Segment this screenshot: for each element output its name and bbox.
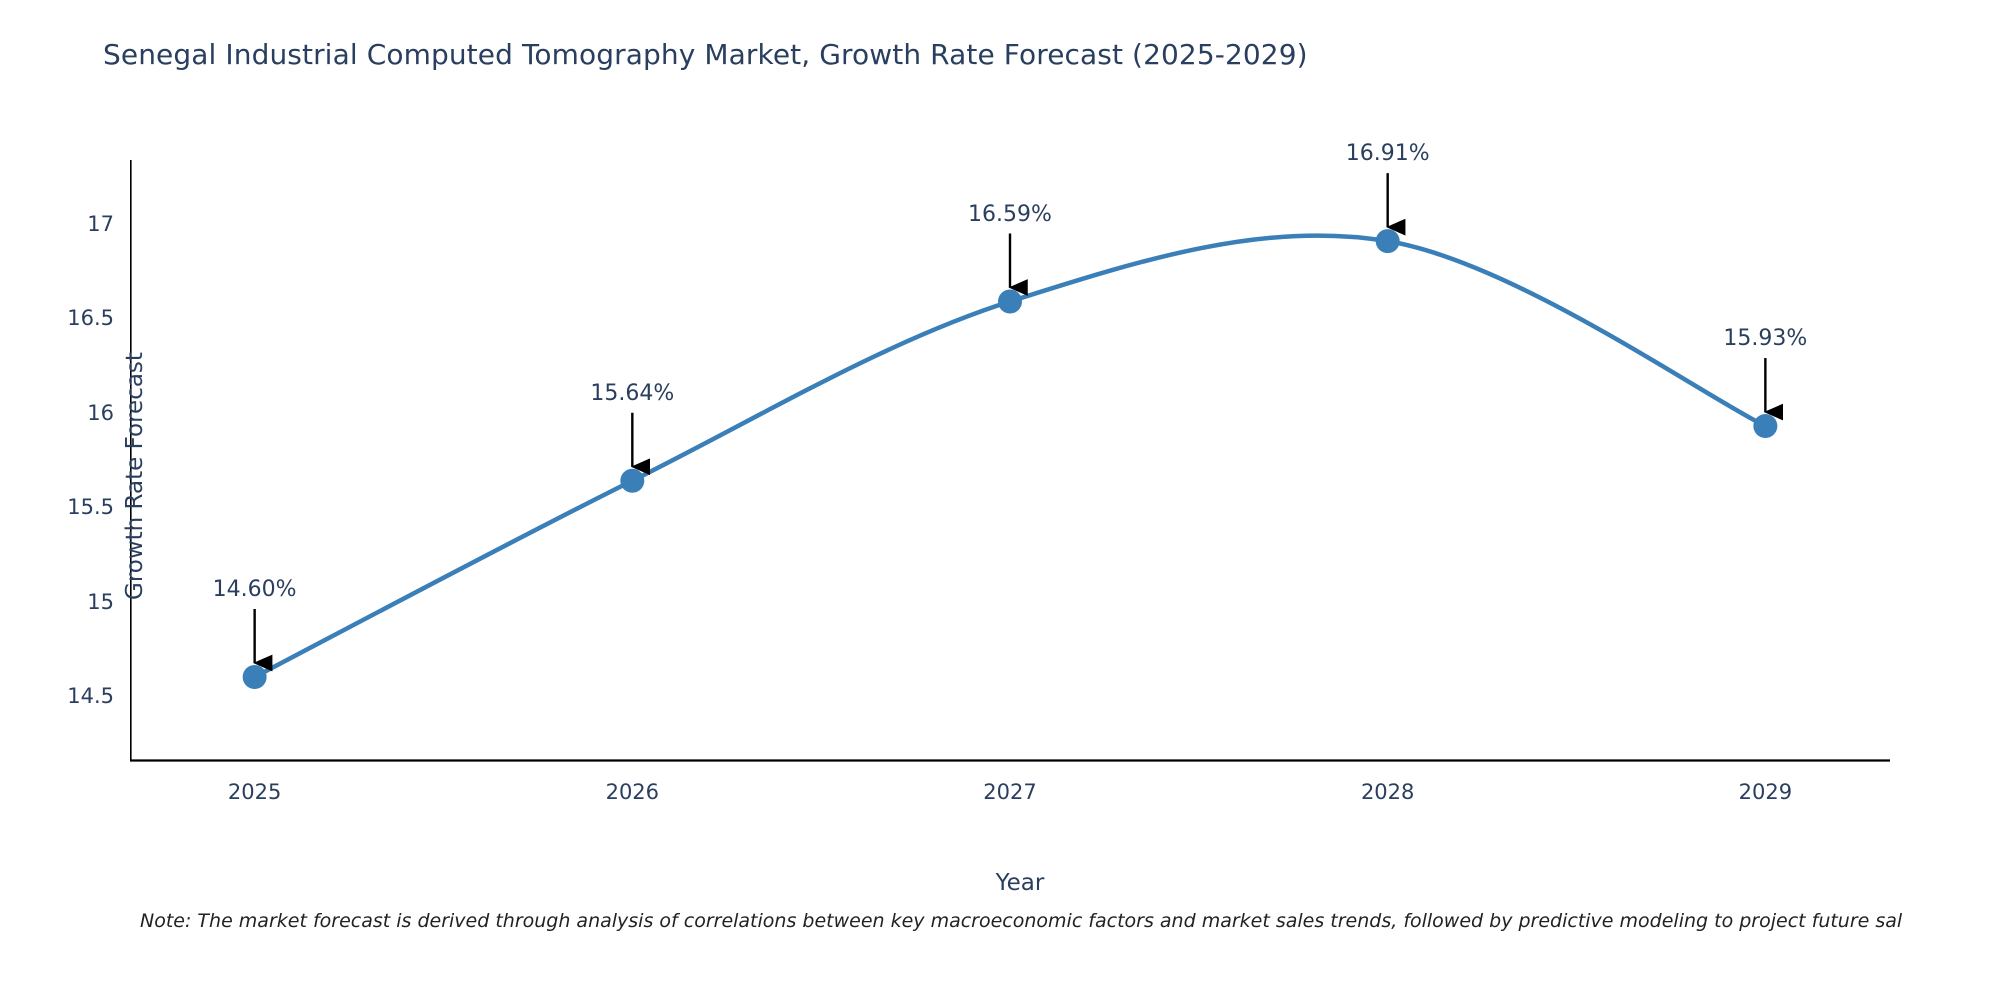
plot-area: 14.5 15 15.5 16 16.5 17 2025 2026 2027 2028 2029 … bbox=[67, 141, 1910, 804]
data-point-marker[interactable] bbox=[242, 664, 267, 689]
x-tick-label: 2029 bbox=[1738, 780, 1793, 804]
y-tick-label: 17 bbox=[87, 212, 114, 237]
x-tick-label: 2026 bbox=[605, 780, 660, 804]
data-point-marker[interactable] bbox=[998, 289, 1022, 314]
x-tick-label: 2025 bbox=[227, 780, 282, 804]
chart-footnote: Note: The market forecast is derived thr… bbox=[140, 910, 1903, 932]
y-tick-label: 15 bbox=[87, 589, 114, 614]
chart-title: Senegal Industrial Computed Tomography M… bbox=[103, 38, 1308, 71]
y-tick-label: 15.5 bbox=[67, 495, 114, 520]
data-point-label: 14.60% bbox=[212, 576, 297, 602]
x-tick-label: 2028 bbox=[1360, 780, 1415, 804]
data-point-marker[interactable] bbox=[620, 468, 645, 493]
annotation-arrows bbox=[253, 173, 1784, 672]
x-axis-title: Year bbox=[995, 870, 1045, 896]
data-point-label: 15.93% bbox=[1723, 326, 1808, 352]
y-tick-label: 16 bbox=[87, 400, 114, 425]
x-tick-label: 2027 bbox=[983, 780, 1037, 804]
y-axis-title: Growth Rate Forecast bbox=[122, 352, 148, 600]
data-point-marker[interactable] bbox=[1753, 414, 1778, 439]
data-markers[interactable] bbox=[242, 229, 1778, 689]
y-tick-label: 14.5 bbox=[67, 683, 114, 708]
data-point-label: 15.64% bbox=[590, 380, 675, 406]
data-point-marker[interactable] bbox=[1375, 229, 1400, 254]
data-point-label: 16.59% bbox=[968, 201, 1052, 227]
data-point-label: 16.91% bbox=[1345, 141, 1430, 167]
y-tick-label: 16.5 bbox=[67, 306, 114, 331]
line-chart-svg bbox=[130, 160, 1890, 762]
